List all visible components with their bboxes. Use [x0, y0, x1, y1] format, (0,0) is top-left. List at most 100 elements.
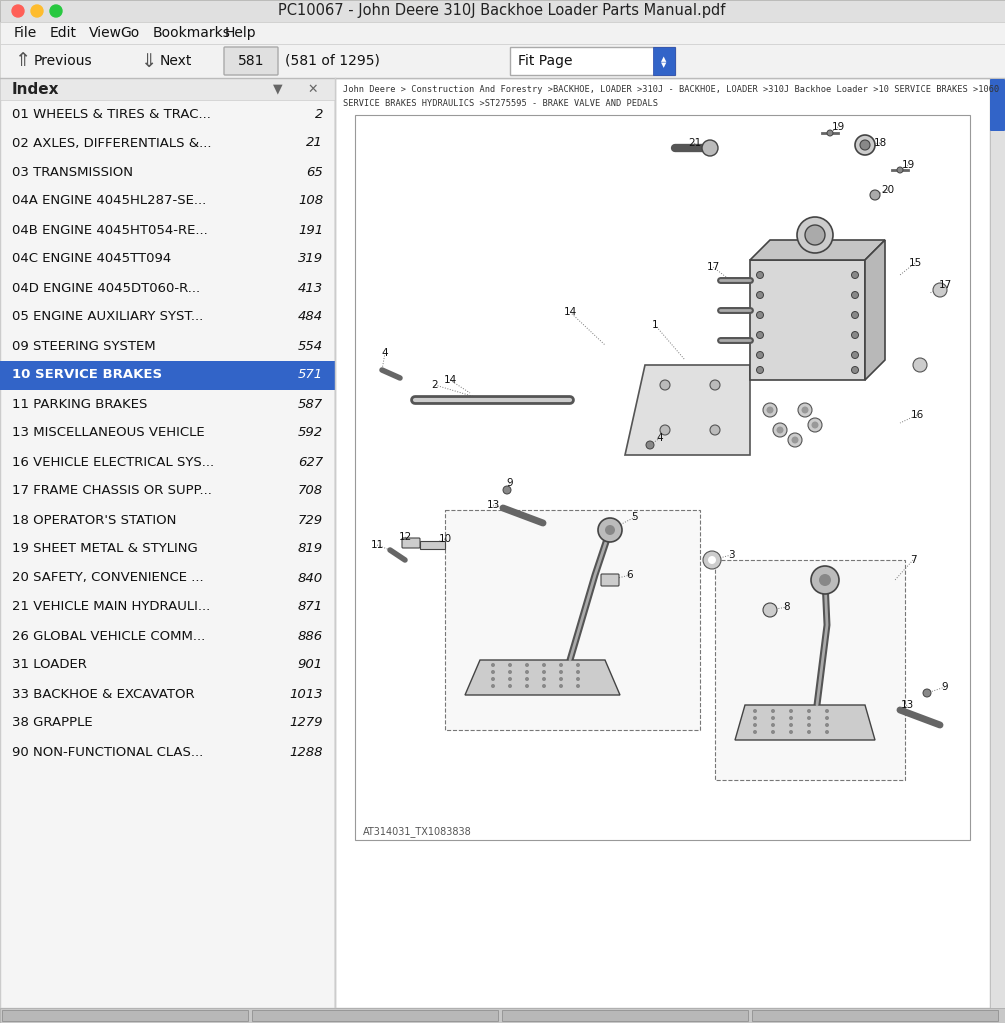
Text: 2: 2: [315, 107, 323, 121]
Circle shape: [50, 5, 62, 17]
Text: 17: 17: [939, 280, 952, 290]
Circle shape: [491, 684, 495, 688]
Text: 11: 11: [371, 540, 384, 550]
Circle shape: [646, 441, 654, 449]
Text: 18: 18: [873, 138, 886, 148]
Text: Next: Next: [160, 54, 192, 68]
Circle shape: [753, 716, 757, 720]
Text: 15: 15: [909, 258, 922, 268]
Circle shape: [576, 684, 580, 688]
Circle shape: [598, 518, 622, 542]
Text: 17 FRAME CHASSIS OR SUPP...: 17 FRAME CHASSIS OR SUPP...: [12, 485, 212, 497]
Text: 819: 819: [297, 542, 323, 555]
Circle shape: [805, 225, 825, 244]
Circle shape: [576, 677, 580, 681]
Circle shape: [773, 422, 787, 437]
Text: 19: 19: [901, 160, 915, 170]
Circle shape: [757, 352, 764, 358]
Circle shape: [851, 271, 858, 278]
FancyBboxPatch shape: [2, 1010, 248, 1021]
Text: 840: 840: [297, 572, 323, 584]
Circle shape: [763, 403, 777, 417]
Text: John Deere > Construction And Forestry >BACKHOE, LOADER >310J - BACKHOE, LOADER : John Deere > Construction And Forestry >…: [343, 86, 999, 94]
Circle shape: [757, 311, 764, 318]
Polygon shape: [735, 705, 875, 740]
Circle shape: [502, 486, 511, 494]
Circle shape: [789, 716, 793, 720]
Circle shape: [807, 709, 811, 713]
Text: Fit Page: Fit Page: [518, 54, 573, 68]
Text: 8: 8: [784, 602, 790, 612]
Circle shape: [753, 723, 757, 727]
Circle shape: [753, 709, 757, 713]
FancyBboxPatch shape: [502, 1010, 748, 1021]
Circle shape: [508, 670, 512, 674]
Text: 03 TRANSMISSION: 03 TRANSMISSION: [12, 166, 133, 178]
Text: 17: 17: [707, 262, 720, 272]
Circle shape: [789, 730, 793, 733]
Text: 6: 6: [627, 570, 633, 580]
Text: 12: 12: [398, 532, 412, 542]
Text: 19 SHEET METAL & STYLING: 19 SHEET METAL & STYLING: [12, 542, 198, 555]
Circle shape: [757, 292, 764, 299]
Text: 13: 13: [486, 500, 499, 510]
FancyBboxPatch shape: [355, 115, 970, 840]
Text: 21 VEHICLE MAIN HYDRAULI...: 21 VEHICLE MAIN HYDRAULI...: [12, 601, 210, 614]
Text: 708: 708: [297, 485, 323, 497]
Circle shape: [923, 690, 931, 697]
Text: 09 STEERING SYSTEM: 09 STEERING SYSTEM: [12, 340, 156, 353]
Circle shape: [660, 380, 670, 390]
Text: 11 PARKING BRAKES: 11 PARKING BRAKES: [12, 398, 148, 410]
Circle shape: [851, 292, 858, 299]
Circle shape: [825, 709, 829, 713]
Text: Index: Index: [12, 82, 59, 96]
Text: 571: 571: [297, 368, 323, 382]
Circle shape: [777, 427, 784, 434]
Circle shape: [757, 331, 764, 339]
FancyBboxPatch shape: [420, 541, 445, 549]
Text: 886: 886: [297, 629, 323, 642]
Text: ✕: ✕: [308, 83, 319, 95]
Circle shape: [763, 603, 777, 617]
Text: 9: 9: [942, 682, 949, 692]
Text: 627: 627: [297, 455, 323, 469]
Circle shape: [807, 730, 811, 733]
Circle shape: [491, 670, 495, 674]
Text: 02 AXLES, DIFFERENTIALS &...: 02 AXLES, DIFFERENTIALS &...: [12, 136, 211, 149]
FancyBboxPatch shape: [601, 574, 619, 586]
Text: 13: 13: [900, 700, 914, 710]
Circle shape: [542, 663, 546, 667]
Circle shape: [789, 709, 793, 713]
Circle shape: [757, 271, 764, 278]
Text: 4: 4: [656, 433, 663, 443]
Circle shape: [771, 709, 775, 713]
Text: 9: 9: [507, 478, 514, 488]
Text: 1: 1: [651, 320, 658, 330]
Circle shape: [771, 716, 775, 720]
Circle shape: [897, 167, 903, 173]
Circle shape: [851, 352, 858, 358]
FancyBboxPatch shape: [402, 538, 420, 548]
Text: 3: 3: [728, 550, 735, 560]
Text: ▼: ▼: [273, 83, 282, 95]
Text: 16 VEHICLE ELECTRICAL SYS...: 16 VEHICLE ELECTRICAL SYS...: [12, 455, 214, 469]
Text: 319: 319: [297, 253, 323, 266]
Circle shape: [542, 677, 546, 681]
Circle shape: [825, 730, 829, 733]
Text: 587: 587: [297, 398, 323, 410]
Circle shape: [802, 406, 808, 413]
Text: 21: 21: [688, 138, 701, 148]
Circle shape: [825, 716, 829, 720]
Circle shape: [525, 677, 529, 681]
Text: 05 ENGINE AUXILIARY SYST...: 05 ENGINE AUXILIARY SYST...: [12, 311, 203, 323]
FancyBboxPatch shape: [653, 47, 675, 75]
Circle shape: [855, 135, 875, 155]
Circle shape: [559, 684, 563, 688]
Circle shape: [605, 525, 615, 535]
Text: 901: 901: [297, 659, 323, 671]
Circle shape: [767, 406, 774, 413]
Circle shape: [491, 677, 495, 681]
Circle shape: [12, 5, 24, 17]
Text: 16: 16: [911, 410, 924, 420]
Text: 729: 729: [297, 514, 323, 527]
